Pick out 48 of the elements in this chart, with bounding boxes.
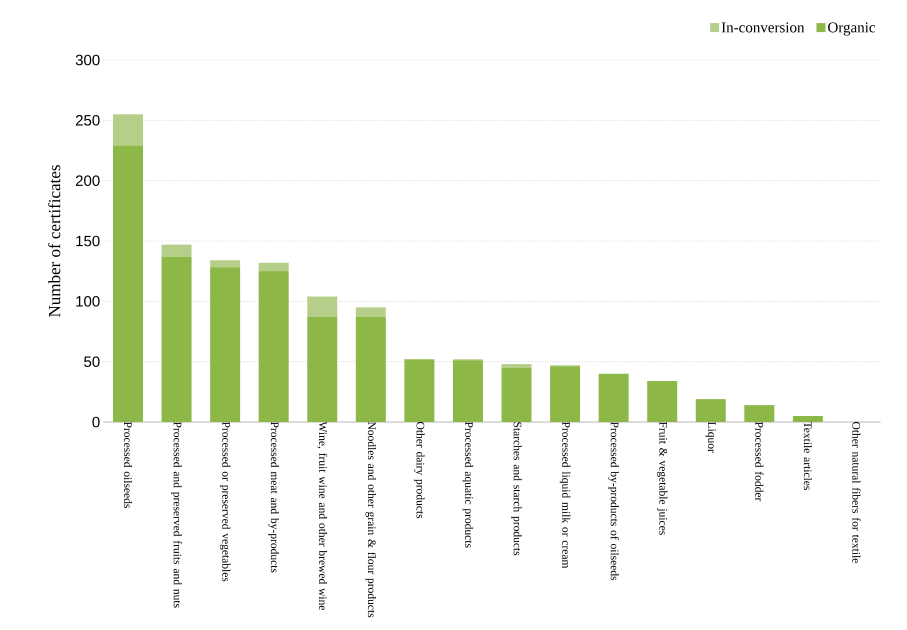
bar — [696, 399, 726, 422]
x-tick-label: Liquor — [706, 422, 716, 453]
bar — [792, 416, 823, 422]
bar — [162, 256, 192, 422]
x-tick-label: Processed or preserved vegetables — [220, 422, 230, 582]
bar — [550, 366, 580, 422]
bar — [307, 296, 338, 318]
x-tick-label: Processed and preserved fruits and nuts — [171, 422, 182, 608]
y-tick-label: 150 — [76, 236, 100, 246]
x-tick-label: Fruit & vegetable juices — [656, 422, 668, 535]
bar — [162, 244, 192, 257]
bar — [210, 268, 240, 422]
legend-label: In-conversion — [722, 22, 804, 32]
y-tick-label: 200 — [76, 175, 100, 186]
x-tick-label: Textile articles — [804, 422, 812, 490]
y-tick-label: 300 — [76, 54, 100, 66]
bar — [113, 114, 143, 146]
legend-label: Organic — [828, 22, 876, 36]
x-tick-label: Noodles and other grain & flour products — [366, 422, 376, 618]
bar — [356, 317, 386, 422]
x-tick-label: Processed fodder — [755, 422, 764, 502]
x-tick-label: Other dairy products — [414, 422, 425, 518]
y-axis-title: Number of certificates — [48, 165, 60, 317]
y-tick-label: 50 — [84, 356, 100, 367]
y-tick-label: 0 — [92, 416, 100, 428]
bar — [744, 405, 774, 422]
bar — [356, 307, 386, 318]
bar — [210, 260, 240, 268]
y-tick-label: 100 — [76, 296, 100, 307]
bar — [502, 364, 532, 368]
x-tick-label: Processed by-products of oilseeds — [608, 422, 619, 580]
x-tick-label: Other natural fibers for textile — [852, 422, 861, 563]
bar — [307, 317, 338, 422]
x-tick-label: Wine, fruit wine and other brewed wine — [317, 422, 328, 610]
bar — [258, 262, 289, 272]
y-tick-label: 250 — [76, 115, 100, 126]
bar — [452, 360, 483, 422]
bar — [598, 374, 629, 422]
bar — [502, 368, 532, 422]
x-tick-label: Processed liquid milk or cream — [560, 422, 570, 568]
bar — [404, 359, 434, 422]
x-tick-label: Processed oilseeds — [124, 422, 132, 508]
x-tick-label: Processed aquatic products — [462, 422, 474, 548]
bar — [113, 146, 143, 422]
bar — [647, 380, 678, 422]
x-tick-label: Starches and starch products — [511, 422, 522, 556]
x-tick-label: Processed meat and by-products — [268, 422, 279, 572]
bar — [258, 271, 289, 422]
